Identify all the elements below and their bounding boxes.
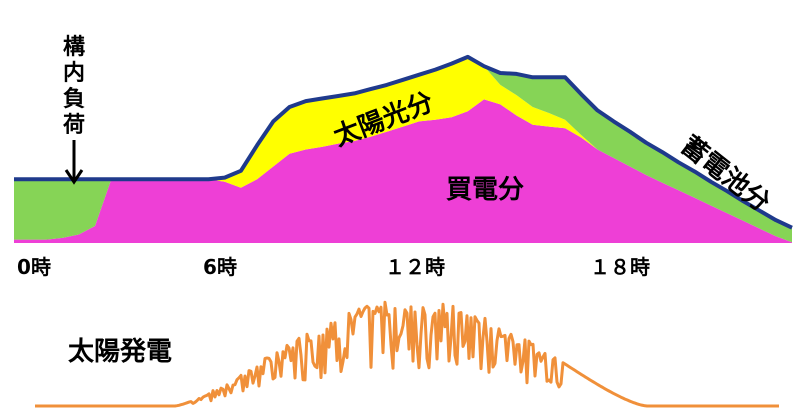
x-tick-label: １８時 [590,255,650,279]
demand-label-char-1: 構 [63,34,85,60]
demand-label-char-3: 負 [63,86,85,112]
solar-chart-title: 太陽発電 [68,337,172,367]
demand-label: 構 内 負 荷 [63,34,85,185]
solar-generation-line [35,300,779,408]
x-tick-label: １２時 [385,255,445,279]
area-solar [14,56,792,243]
x-tick-label: 6時 [203,255,237,279]
down-arrow-icon [64,169,84,185]
label-grid: 買電分 [446,175,524,205]
demand-line [14,54,793,230]
solar-generation-chart: 太陽発電 [35,300,779,408]
demand-label-char-2: 内 [63,61,85,86]
area-battery [14,56,792,243]
area-grid-purchase [14,99,792,244]
x-tick-labels: 0時 6時 １２時 １８時 [17,255,650,279]
x-tick-label: 0時 [17,255,51,279]
load-breakdown-chart: 構 内 負 荷 太陽光分 買電分 蓄電池分 0時 6時 １２時 １８時 [14,34,793,279]
demand-label-char-4: 荷 [63,113,85,138]
